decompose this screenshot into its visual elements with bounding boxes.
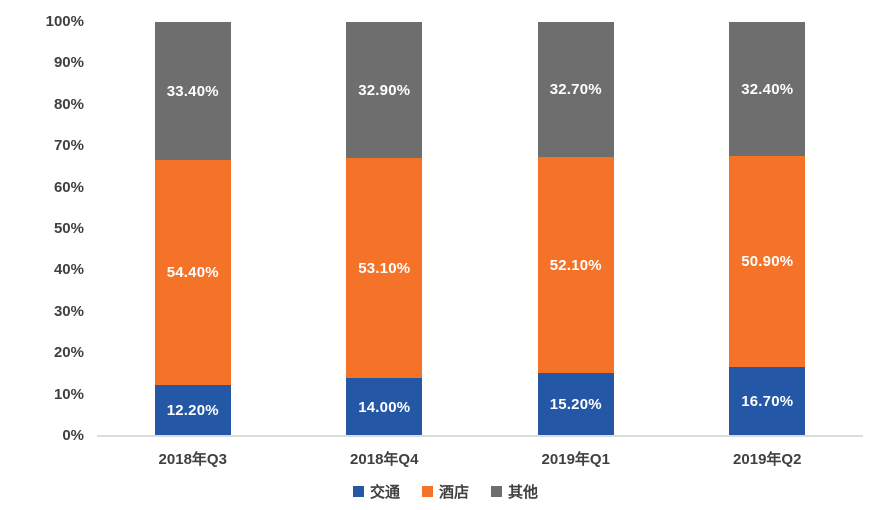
legend-item-其他: 其他	[491, 481, 538, 502]
bar-segment-其他-2019年Q1: 32.70%	[537, 22, 614, 158]
bar-segment-交通-2019年Q1: 15.20%	[537, 373, 614, 436]
bar-segment-其他-2018年Q3: 33.40%	[154, 22, 231, 161]
bar-value-label: 14.00%	[358, 398, 411, 416]
legend-item-酒店: 酒店	[421, 481, 469, 502]
bar-value-label: 53.10%	[358, 259, 411, 277]
y-tick-label: 0%	[62, 427, 84, 444]
y-tick-label: 50%	[53, 220, 84, 237]
bar-value-label: 32.90%	[358, 81, 411, 99]
bar-value-label: 15.20%	[549, 396, 602, 414]
y-tick-label: 80%	[53, 95, 84, 113]
bar-segment-其他-2018年Q4: 32.90%	[346, 22, 423, 159]
y-tick-label: 20%	[53, 344, 84, 362]
y-tick-label: 10%	[53, 385, 84, 403]
bar-segment-酒店-2019年Q1: 52.10%	[537, 157, 614, 374]
y-tick-label: 40%	[53, 261, 84, 279]
bar-value-label: 32.40%	[741, 80, 794, 98]
bar-value-label: 12.20%	[166, 402, 219, 420]
legend-label: 交通	[369, 484, 400, 501]
legend-swatch-icon	[421, 486, 433, 497]
x-axis-label-2019年Q1: 2019年Q1	[541, 451, 610, 468]
y-tick-label: 70%	[53, 137, 84, 155]
bar-segment-交通-2018年Q4: 14.00%	[346, 378, 423, 436]
x-axis-label-2018年Q3: 2018年Q3	[158, 451, 227, 468]
bar-value-label: 52.10%	[549, 256, 602, 274]
bar-segment-交通-2018年Q3: 12.20%	[154, 385, 231, 436]
bar-value-label: 33.40%	[166, 82, 219, 100]
bar-segment-酒店-2019年Q2: 50.90%	[729, 156, 806, 367]
legend-item-交通: 交通	[352, 481, 400, 502]
x-axis-label-2019年Q2: 2019年Q2	[733, 451, 802, 468]
bar-value-label: 32.70%	[549, 81, 602, 99]
legend-label: 酒店	[438, 484, 469, 501]
bar-segment-交通-2019年Q2: 16.70%	[729, 366, 806, 436]
bar-segment-酒店-2018年Q4: 53.10%	[346, 158, 423, 379]
legend-swatch-icon	[352, 486, 364, 497]
x-axis-line	[97, 435, 863, 437]
y-tick-label: 90%	[53, 54, 84, 72]
legend-label: 其他	[508, 484, 539, 501]
bar-segment-其他-2019年Q2: 32.40%	[729, 22, 806, 157]
x-axis-label-2018年Q4: 2018年Q4	[350, 451, 419, 468]
y-tick-label: 30%	[53, 302, 84, 320]
bar-value-label: 50.90%	[741, 252, 794, 270]
y-tick-label: 100%	[45, 13, 84, 30]
legend-swatch-icon	[491, 486, 502, 497]
bar-value-label: 54.40%	[166, 264, 219, 282]
legend: 交通 酒店 其他	[0, 481, 891, 502]
bar-segment-酒店-2018年Q3: 54.40%	[154, 160, 231, 386]
y-tick-label: 60%	[53, 178, 84, 196]
bar-value-label: 16.70%	[741, 392, 794, 410]
